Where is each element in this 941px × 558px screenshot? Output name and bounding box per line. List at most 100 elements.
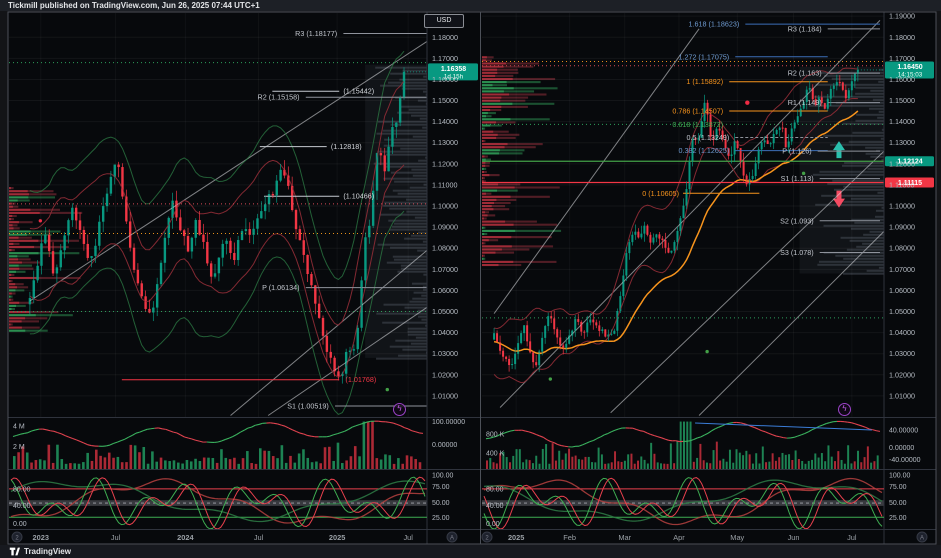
svg-text:50.00: 50.00 [889,500,907,507]
left-axis-corner-right-button[interactable] [446,531,458,543]
left-chart-panel[interactable] [8,12,480,544]
marker-dot [801,171,806,176]
svg-text:(1.01768): (1.01768) [345,375,376,384]
svg-text:Jul: Jul [847,533,857,542]
svg-text:(1.15442): (1.15442) [343,87,374,96]
right-axis-corner-right-button[interactable] [916,531,928,543]
svg-text:1.14000: 1.14000 [889,117,915,126]
svg-text:S1 (1.00519): S1 (1.00519) [287,402,329,411]
svg-text:0.00000: 0.00000 [432,442,457,449]
svg-text:1.18000: 1.18000 [432,33,458,42]
svg-text:May: May [730,533,744,542]
svg-text:1.16000: 1.16000 [432,75,458,84]
svg-text:R3 (1.18177): R3 (1.18177) [295,29,337,38]
svg-text:2025: 2025 [508,533,524,542]
right-axis-corner-left-button[interactable] [481,531,493,543]
svg-text:1.09000: 1.09000 [432,223,458,232]
svg-text:0 (1.10605): 0 (1.10605) [642,189,679,198]
svg-text:1.08000: 1.08000 [889,244,915,253]
svg-text:1.12000: 1.12000 [889,159,915,168]
svg-text:0.00: 0.00 [13,521,27,528]
svg-text:-40.00000: -40.00000 [889,457,921,464]
svg-text:S3 (1.078): S3 (1.078) [780,248,814,257]
flash-icon[interactable]: ϟ [393,403,406,416]
svg-text:(1.10466): (1.10466) [343,192,374,201]
svg-text:1.04000: 1.04000 [889,328,915,337]
tradingview-logo-icon[interactable] [9,546,20,557]
svg-text:1.01000: 1.01000 [432,391,458,400]
svg-text:1.17000: 1.17000 [432,54,458,63]
right-chart-panel[interactable] [481,12,936,544]
svg-text:(1.12818): (1.12818) [331,142,362,151]
price-badge [885,177,934,188]
svg-text:1.11000: 1.11000 [432,180,457,189]
svg-text:Jun: Jun [788,533,800,542]
marker-dot [745,100,750,105]
svg-text:1.06000: 1.06000 [432,286,458,295]
svg-text:1.18000: 1.18000 [889,33,915,42]
svg-text:1.13000: 1.13000 [889,138,915,147]
svg-text:1.04000: 1.04000 [432,328,458,337]
marker-dot [38,219,43,223]
svg-text:4 M: 4 M [13,424,25,431]
svg-text:40.00: 40.00 [13,503,31,510]
svg-text:2: 2 [485,535,489,541]
svg-text:1.16000: 1.16000 [889,75,915,84]
svg-text:1.05000: 1.05000 [889,307,915,316]
svg-text:50.00: 50.00 [432,500,450,507]
svg-text:Jul: Jul [403,533,413,542]
svg-text:Mar: Mar [618,533,631,542]
svg-text:100.00: 100.00 [432,473,454,480]
svg-text:1.12000: 1.12000 [432,159,458,168]
svg-text:R2 (1.15158): R2 (1.15158) [258,93,300,102]
svg-text:S1 (1.113): S1 (1.113) [781,174,814,183]
svg-text:1.11115: 1.11115 [898,180,922,187]
left-axis-corner-left-button[interactable] [11,531,23,543]
svg-text:1.08000: 1.08000 [432,244,458,253]
marker-dot [385,387,389,392]
svg-text:0.786 (1.14507): 0.786 (1.14507) [672,106,723,115]
svg-text:1.14000: 1.14000 [432,117,458,126]
flash-icon[interactable]: ϟ [838,403,851,416]
svg-text:100.00000: 100.00000 [432,419,465,426]
svg-text:1.05000: 1.05000 [432,307,458,316]
svg-text:80.00: 80.00 [13,486,31,493]
svg-text:0.618 (1.13872): 0.618 (1.13872) [672,120,723,129]
tradingview-brand-text[interactable]: TradingView [24,547,71,556]
svg-text:1.272 (1.17075): 1.272 (1.17075) [678,52,729,61]
price-badge [428,63,478,81]
svg-text:800 K: 800 K [486,431,505,438]
svg-text:1.07000: 1.07000 [889,265,915,274]
svg-text:P (1.06134): P (1.06134) [262,283,299,292]
svg-text:25.00: 25.00 [889,515,907,522]
svg-text:25.00: 25.00 [432,515,450,522]
svg-text:P (1.126): P (1.126) [782,147,811,156]
publish-info-text: Tickmill published on TradingView.com, J… [8,1,260,10]
svg-text:Jul: Jul [111,533,121,542]
svg-text:1.13000: 1.13000 [432,138,458,147]
svg-text:1.01000: 1.01000 [889,391,915,400]
up-arrow-icon [832,141,845,159]
currency-label[interactable]: USD [424,14,464,28]
svg-text:14:15:03: 14:15:03 [898,71,923,78]
svg-text:1.03000: 1.03000 [889,349,915,358]
svg-text:1.02000: 1.02000 [432,370,458,379]
svg-text:75.00: 75.00 [432,484,450,491]
svg-text:0.00000: 0.00000 [889,445,914,452]
svg-text:100.00: 100.00 [889,473,911,480]
publish-info-bar: Tickmill published on TradingView.com, J… [0,0,941,11]
svg-text:40.00000: 40.00000 [889,428,918,435]
svg-text:40.00: 40.00 [486,503,504,510]
svg-text:1.19000: 1.19000 [889,12,915,21]
svg-text:1.618 (1.18623): 1.618 (1.18623) [689,20,740,29]
svg-text:80.00: 80.00 [486,486,504,493]
svg-text:1.15000: 1.15000 [432,96,458,105]
down-arrow-icon [832,190,845,208]
price-badge [885,61,934,79]
svg-text:1.16450: 1.16450 [897,64,922,71]
svg-text:1.09000: 1.09000 [889,223,915,232]
svg-text:1.11000: 1.11000 [889,180,914,189]
svg-text:1d 15h: 1d 15h [444,73,464,80]
